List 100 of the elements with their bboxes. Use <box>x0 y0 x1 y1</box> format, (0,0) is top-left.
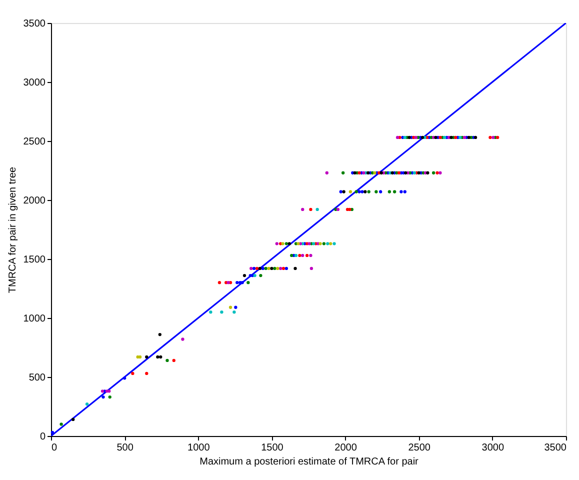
point <box>426 171 430 174</box>
point <box>281 242 284 246</box>
point <box>432 171 436 174</box>
y-tick-label: 0 <box>40 432 46 442</box>
x-tick-label: 1000 <box>188 442 210 454</box>
point <box>358 190 361 194</box>
point <box>298 254 302 258</box>
point <box>318 242 322 246</box>
point <box>218 281 222 284</box>
point <box>412 171 416 174</box>
point <box>246 281 250 284</box>
y-tick-label: 3500 <box>23 18 46 30</box>
point <box>342 190 346 194</box>
point <box>159 355 162 359</box>
point <box>282 266 286 270</box>
x-tick-label: 1500 <box>261 442 284 454</box>
point <box>316 208 319 212</box>
point <box>367 190 370 194</box>
point <box>250 266 253 270</box>
point <box>102 395 105 399</box>
point <box>138 355 142 359</box>
point <box>158 332 162 336</box>
point <box>242 274 246 278</box>
point <box>336 208 340 212</box>
point <box>278 266 282 270</box>
point <box>332 242 336 246</box>
point <box>374 190 378 194</box>
point <box>100 390 104 393</box>
point <box>267 266 270 270</box>
point <box>234 306 238 309</box>
point <box>284 266 288 270</box>
point <box>264 266 268 270</box>
point <box>400 190 403 194</box>
x-tick-label: 3500 <box>544 442 567 454</box>
point <box>145 355 148 359</box>
point <box>288 242 291 246</box>
point <box>328 242 332 246</box>
point <box>145 372 148 376</box>
point <box>309 208 312 212</box>
point <box>438 171 442 174</box>
point <box>270 266 274 270</box>
point <box>108 395 112 399</box>
x-tick-label: 3000 <box>482 442 504 454</box>
point <box>122 376 126 380</box>
point <box>255 266 259 270</box>
point <box>172 358 176 362</box>
point <box>358 171 361 174</box>
point <box>436 171 439 174</box>
point <box>458 136 462 140</box>
point <box>220 310 224 314</box>
point <box>258 266 262 270</box>
point <box>364 190 367 194</box>
y-axis-title: TMRCA for pair in given tree <box>7 166 18 294</box>
point <box>488 136 492 140</box>
x-axis-title: Maximum a posteriori estimate of TMRCA for pair <box>200 456 420 468</box>
point <box>108 390 111 393</box>
point <box>294 254 298 258</box>
point <box>342 171 345 174</box>
point <box>396 136 400 140</box>
point <box>85 402 89 406</box>
point <box>496 136 500 140</box>
point <box>322 242 326 246</box>
point <box>156 355 160 359</box>
point <box>259 274 262 278</box>
y-tick-label: 500 <box>28 372 46 384</box>
point <box>305 254 309 258</box>
point <box>273 266 276 270</box>
point <box>310 266 314 270</box>
point <box>339 190 342 194</box>
point <box>228 306 232 309</box>
point <box>181 338 184 341</box>
x-tick-label: 0 <box>52 442 58 454</box>
y-tick-label: 2500 <box>23 136 46 148</box>
point <box>326 242 330 246</box>
point <box>393 190 396 194</box>
point <box>252 266 256 270</box>
point <box>354 190 358 194</box>
point <box>301 254 304 258</box>
point <box>360 190 364 194</box>
point <box>131 372 134 376</box>
point <box>294 266 297 270</box>
point <box>388 190 392 194</box>
point <box>462 136 466 140</box>
point <box>50 430 54 434</box>
point <box>348 190 352 194</box>
point <box>325 171 328 174</box>
y-tick-label: 1500 <box>23 254 46 266</box>
point <box>71 418 75 422</box>
point <box>450 136 453 140</box>
point <box>232 310 236 314</box>
point <box>261 266 264 270</box>
point <box>420 136 424 140</box>
x-tick-label: 2500 <box>408 442 431 454</box>
point <box>166 358 169 362</box>
point <box>301 208 304 212</box>
y-tick-label: 2000 <box>23 196 46 206</box>
x-tick-label: 2000 <box>334 442 358 454</box>
point <box>379 190 382 194</box>
point <box>236 281 239 284</box>
point <box>474 136 478 140</box>
